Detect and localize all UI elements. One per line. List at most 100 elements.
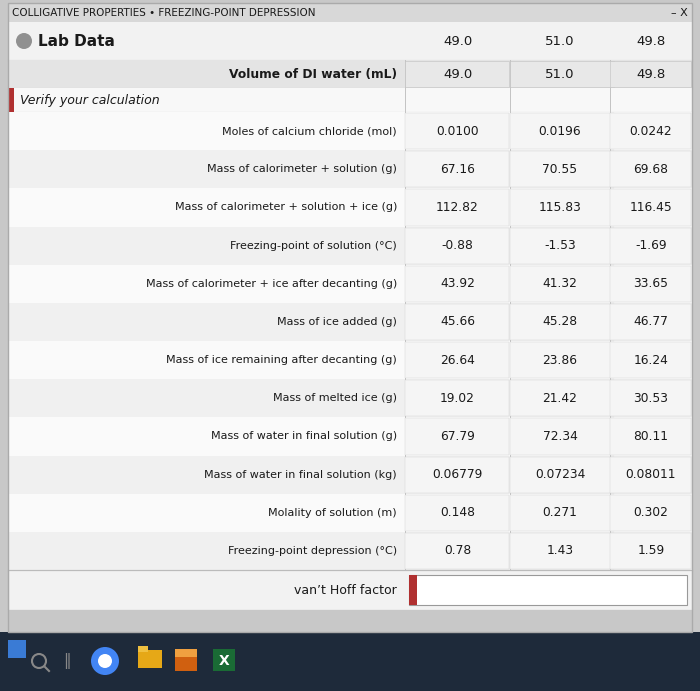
Bar — [610, 113, 691, 149]
Text: 1.43: 1.43 — [547, 545, 573, 558]
Bar — [8, 88, 692, 112]
Text: X: X — [218, 654, 230, 668]
Bar — [610, 61, 691, 87]
Bar — [409, 575, 687, 605]
Text: 23.86: 23.86 — [542, 354, 578, 367]
Bar — [8, 640, 26, 658]
Circle shape — [16, 33, 32, 49]
Text: -1.53: -1.53 — [544, 239, 576, 252]
Bar — [405, 151, 509, 187]
Text: -0.88: -0.88 — [442, 239, 473, 252]
Text: Mass of melted ice (g): Mass of melted ice (g) — [273, 393, 397, 404]
Bar — [510, 189, 614, 225]
Text: 0.0196: 0.0196 — [539, 124, 581, 138]
Text: 112.82: 112.82 — [436, 201, 479, 214]
Text: 41.32: 41.32 — [542, 277, 578, 290]
Bar — [610, 265, 691, 302]
Bar — [405, 457, 509, 493]
Text: van’t Hoff factor: van’t Hoff factor — [294, 583, 397, 596]
Text: 19.02: 19.02 — [440, 392, 475, 405]
Bar — [510, 61, 614, 87]
Bar — [138, 650, 162, 668]
Text: 26.64: 26.64 — [440, 354, 475, 367]
Text: Mass of ice added (g): Mass of ice added (g) — [277, 317, 397, 327]
Bar — [405, 342, 509, 378]
Text: 0.06779: 0.06779 — [433, 468, 483, 481]
Text: Mass of calorimeter + solution + ice (g): Mass of calorimeter + solution + ice (g) — [174, 202, 397, 212]
Circle shape — [98, 654, 112, 668]
Bar — [510, 533, 614, 569]
Text: 30.53: 30.53 — [634, 392, 668, 405]
Bar — [610, 227, 691, 264]
Bar — [510, 265, 614, 302]
Bar — [405, 495, 509, 531]
Text: 115.83: 115.83 — [538, 201, 582, 214]
Text: 49.8: 49.8 — [636, 35, 666, 48]
Bar — [8, 60, 692, 88]
Bar — [8, 3, 692, 22]
Text: 21.42: 21.42 — [542, 392, 578, 405]
Text: 49.0: 49.0 — [443, 35, 472, 48]
Bar — [405, 265, 509, 302]
Bar — [405, 227, 509, 264]
Bar — [610, 151, 691, 187]
Text: 33.65: 33.65 — [634, 277, 668, 290]
Bar — [510, 304, 614, 340]
Text: – X: – X — [671, 8, 688, 17]
Circle shape — [91, 647, 119, 675]
Bar — [405, 380, 509, 417]
Text: Lab Data: Lab Data — [38, 33, 115, 48]
Bar — [510, 151, 614, 187]
Bar — [8, 379, 692, 417]
Text: Moles of calcium chloride (mol): Moles of calcium chloride (mol) — [223, 126, 397, 136]
Bar — [510, 113, 614, 149]
Bar — [138, 646, 148, 652]
Text: 0.302: 0.302 — [634, 507, 668, 519]
Text: 16.24: 16.24 — [634, 354, 668, 367]
Text: Volume of DI water (mL): Volume of DI water (mL) — [229, 68, 397, 80]
Text: 49.0: 49.0 — [443, 68, 472, 80]
Text: 116.45: 116.45 — [629, 201, 673, 214]
Text: 67.79: 67.79 — [440, 430, 475, 443]
Bar — [405, 304, 509, 340]
Bar — [8, 265, 692, 303]
Text: Mass of water in final solution (kg): Mass of water in final solution (kg) — [204, 470, 397, 480]
Bar — [510, 227, 614, 264]
Bar — [610, 533, 691, 569]
Bar — [510, 342, 614, 378]
Bar — [405, 418, 509, 455]
Bar — [8, 532, 692, 570]
Bar — [610, 457, 691, 493]
Bar — [610, 342, 691, 378]
Bar — [8, 455, 692, 493]
Text: 67.16: 67.16 — [440, 163, 475, 176]
Bar — [8, 493, 692, 532]
Bar — [610, 495, 691, 531]
Text: 0.0100: 0.0100 — [436, 124, 479, 138]
Text: Mass of water in final solution (g): Mass of water in final solution (g) — [211, 431, 397, 442]
Text: Freezing-point depression (°C): Freezing-point depression (°C) — [228, 546, 397, 556]
Bar — [510, 457, 614, 493]
Text: 80.11: 80.11 — [634, 430, 668, 443]
Text: 0.148: 0.148 — [440, 507, 475, 519]
Bar — [8, 22, 692, 60]
Text: 0.78: 0.78 — [444, 545, 471, 558]
Text: 45.28: 45.28 — [542, 315, 578, 328]
Bar — [510, 380, 614, 417]
Text: Mass of calorimeter + ice after decanting (g): Mass of calorimeter + ice after decantin… — [146, 278, 397, 289]
Bar — [175, 649, 197, 671]
Bar — [213, 649, 235, 671]
Text: 0.08011: 0.08011 — [626, 468, 676, 481]
Text: 0.07234: 0.07234 — [535, 468, 585, 481]
Bar — [8, 417, 692, 455]
Text: 72.34: 72.34 — [542, 430, 578, 443]
Bar — [610, 304, 691, 340]
Text: COLLIGATIVE PROPERTIES • FREEZING-POINT DEPRESSION: COLLIGATIVE PROPERTIES • FREEZING-POINT … — [12, 8, 316, 17]
Text: 49.8: 49.8 — [636, 68, 666, 80]
Bar — [610, 418, 691, 455]
Text: 51.0: 51.0 — [545, 35, 575, 48]
Text: -1.69: -1.69 — [635, 239, 667, 252]
Bar — [510, 418, 614, 455]
Text: 0.271: 0.271 — [542, 507, 578, 519]
Bar — [610, 189, 691, 225]
